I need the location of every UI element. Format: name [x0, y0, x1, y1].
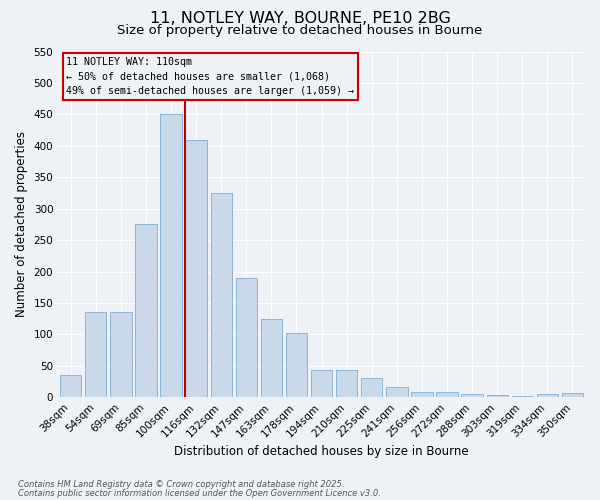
Bar	[361, 378, 382, 397]
Bar	[136, 224, 157, 397]
Bar	[386, 386, 407, 397]
Bar	[461, 394, 483, 397]
Bar	[185, 140, 207, 397]
Text: Size of property relative to detached houses in Bourne: Size of property relative to detached ho…	[118, 24, 482, 37]
Bar	[411, 392, 433, 397]
Bar	[562, 394, 583, 397]
Text: Contains public sector information licensed under the Open Government Licence v3: Contains public sector information licen…	[18, 488, 381, 498]
Bar	[436, 392, 458, 397]
Bar	[261, 318, 282, 397]
Text: Contains HM Land Registry data © Crown copyright and database right 2025.: Contains HM Land Registry data © Crown c…	[18, 480, 344, 489]
Bar	[286, 333, 307, 397]
Text: 11, NOTLEY WAY, BOURNE, PE10 2BG: 11, NOTLEY WAY, BOURNE, PE10 2BG	[149, 11, 451, 26]
Text: 11 NOTLEY WAY: 110sqm
← 50% of detached houses are smaller (1,068)
49% of semi-d: 11 NOTLEY WAY: 110sqm ← 50% of detached …	[66, 56, 354, 96]
Bar	[487, 394, 508, 397]
Bar	[236, 278, 257, 397]
X-axis label: Distribution of detached houses by size in Bourne: Distribution of detached houses by size …	[174, 444, 469, 458]
Bar	[85, 312, 106, 397]
Bar	[336, 370, 358, 397]
Bar	[537, 394, 558, 397]
Bar	[110, 312, 131, 397]
Y-axis label: Number of detached properties: Number of detached properties	[15, 132, 28, 318]
Bar	[311, 370, 332, 397]
Bar	[160, 114, 182, 397]
Bar	[512, 396, 533, 397]
Bar	[211, 193, 232, 397]
Bar	[60, 375, 82, 397]
